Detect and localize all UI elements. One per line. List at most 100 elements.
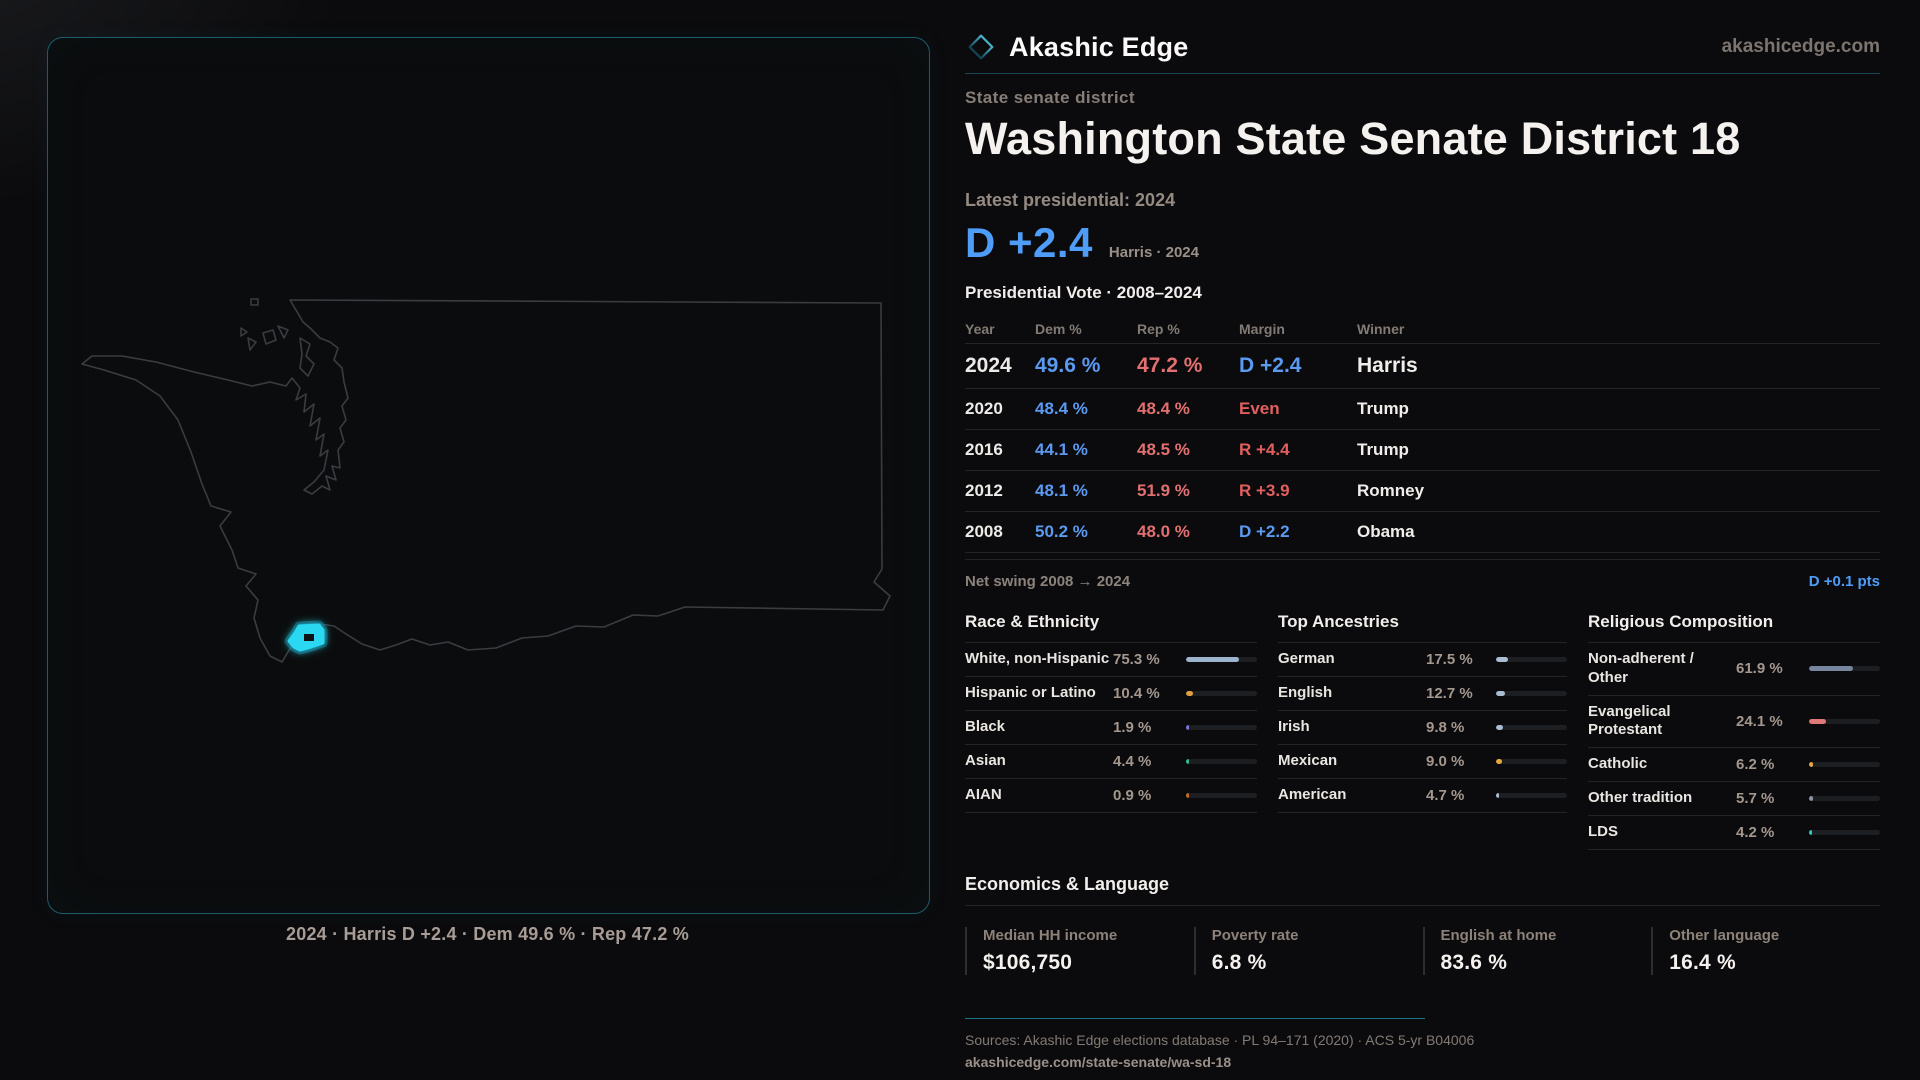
dem-cell: 50.2 % <box>1035 522 1088 542</box>
demo-value: 9.8 % <box>1426 719 1465 737</box>
stat-label: Poverty rate <box>1211 927 1299 945</box>
demo-label: American <box>1278 786 1347 804</box>
margin-cell: R +4.4 <box>1239 440 1290 460</box>
net-swing-label: Net swing 2008 → 2024 <box>965 573 1131 591</box>
demo-label: Irish <box>1278 718 1310 736</box>
demo-bar <box>1809 830 1880 836</box>
winner-cell: Obama <box>1357 522 1415 542</box>
state-outline <box>81 298 891 663</box>
demo-row: English 12.7 % <box>1278 677 1567 712</box>
demo-row: Mexican 9.0 % <box>1278 745 1567 780</box>
margin-cell: D +2.4 <box>1239 354 1302 378</box>
demo-bar <box>1186 725 1257 731</box>
map-caption: 2024 · Harris D +2.4 · Dem 49.6 % · Rep … <box>286 924 689 944</box>
demo-label: Asian <box>965 752 1006 770</box>
district-18-shape <box>284 620 328 655</box>
demo-row: Catholic 6.2 % <box>1588 748 1880 783</box>
stat-label: Other language <box>1669 927 1780 945</box>
margin-cell: R +3.9 <box>1239 481 1290 501</box>
stat-value: 16.4 % <box>1669 951 1736 975</box>
table-row: 2012 48.1 % 51.9 % R +3.9 Romney <box>965 471 1880 513</box>
sources-text: Sources: Akashic Edge elections database… <box>965 1032 1475 1049</box>
demo-label: Other tradition <box>1588 789 1693 807</box>
demo-value: 12.7 % <box>1426 685 1473 703</box>
demo-value: 17.5 % <box>1426 651 1473 669</box>
dem-cell: 48.1 % <box>1035 481 1088 501</box>
demo-bar <box>1809 796 1880 802</box>
demo-row: Asian 4.4 % <box>965 745 1257 780</box>
demo-value: 75.3 % <box>1113 651 1160 669</box>
stat-tile: English at home 83.6 % <box>1422 927 1652 976</box>
headline-margin-row: D +2.4 Harris · 2024 <box>965 219 1880 267</box>
stat-label: Median HH income <box>983 927 1118 945</box>
demo-row: American 4.7 % <box>1278 779 1567 814</box>
winner-cell: Harris <box>1357 354 1418 378</box>
footer-divider <box>965 1018 1425 1020</box>
demo-bar <box>1496 657 1567 663</box>
dem-cell: 49.6 % <box>1035 354 1101 378</box>
demographics-section: Race & Ethnicity White, non-Hispanic 75.3… <box>965 612 1880 851</box>
latest-presidential-label: Latest presidential: 2024 <box>965 190 1176 211</box>
header-divider <box>965 73 1880 74</box>
winner-cell: Trump <box>1357 399 1409 419</box>
demo-label: Hispanic or Latino <box>965 684 1096 702</box>
table-row: 2016 44.1 % 48.5 % R +4.4 Trump <box>965 430 1880 472</box>
section-title: Race & Ethnicity <box>965 612 1257 644</box>
demo-row: AIAN 0.9 % <box>965 779 1257 814</box>
demo-bar <box>1496 725 1567 731</box>
demo-bar <box>1809 762 1880 768</box>
winner-cell: Trump <box>1357 440 1409 460</box>
demo-label: Black <box>965 718 1006 736</box>
demo-label: English <box>1278 684 1333 702</box>
permalink-link[interactable]: akashicedge.com/state-senate/wa-sd-18 <box>965 1054 1232 1071</box>
page-title: Washington State Senate District 18 <box>965 113 1741 164</box>
demo-label: Catholic <box>1588 755 1648 773</box>
demo-value: 9.0 % <box>1426 753 1465 771</box>
brand-name: Akashic Edge <box>1009 31 1189 62</box>
dem-cell: 48.4 % <box>1035 399 1088 419</box>
table-row: 2024 49.6 % 47.2 % D +2.4 Harris <box>965 344 1880 390</box>
demo-row: German 17.5 % <box>1278 643 1567 678</box>
year-cell: 2020 <box>965 399 1003 419</box>
stat-label: English at home <box>1440 927 1557 945</box>
rep-cell: 48.0 % <box>1137 522 1190 542</box>
table-row: 2008 50.2 % 48.0 % D +2.2 Obama <box>965 512 1880 554</box>
demo-value: 1.9 % <box>1113 719 1152 737</box>
economics-divider <box>965 905 1880 907</box>
demo-label: Mexican <box>1278 752 1338 770</box>
economics-stats: Median HH income $106,750 Poverty rate 6… <box>965 927 1880 976</box>
demo-value: 4.2 % <box>1736 824 1775 842</box>
demo-row: Hispanic or Latino 10.4 % <box>965 677 1257 712</box>
brand-header: Akashic Edge akashicedge.com <box>965 30 1880 64</box>
headline-margin: D +2.4 <box>965 219 1093 267</box>
dem-cell: 44.1 % <box>1035 440 1088 460</box>
demo-bar <box>1496 793 1567 799</box>
demo-value: 6.2 % <box>1736 756 1775 774</box>
demo-value: 10.4 % <box>1113 685 1160 703</box>
vote-table-header: Year Dem % Rep % Margin Winner <box>965 315 1880 345</box>
year-cell: 2016 <box>965 440 1003 460</box>
diamond-logo-icon <box>968 34 994 60</box>
demo-bar <box>1186 759 1257 765</box>
demo-row: Irish 9.8 % <box>1278 711 1567 746</box>
demo-bar <box>1809 666 1880 672</box>
rep-cell: 47.2 % <box>1137 354 1203 378</box>
demo-bar <box>1186 657 1257 663</box>
brand-domain-link[interactable]: akashicedge.com <box>1721 36 1880 57</box>
col-rep: Rep % <box>1137 321 1180 338</box>
demo-value: 5.7 % <box>1736 790 1775 808</box>
rep-cell: 51.9 % <box>1137 481 1190 501</box>
net-swing-row: Net swing 2008 → 2024 D +0.1 pts <box>965 559 1880 590</box>
demo-bar <box>1809 718 1880 724</box>
stat-value: 6.8 % <box>1211 951 1267 975</box>
demo-row: Other tradition 5.7 % <box>1588 782 1880 817</box>
demo-bar <box>1186 691 1257 697</box>
demo-label: Evangelical Protestant <box>1588 702 1671 739</box>
winner-cell: Romney <box>1357 481 1425 501</box>
demo-row: LDS 4.2 % <box>1588 816 1880 851</box>
headline-note: Harris · 2024 <box>1108 244 1199 262</box>
race-ethnicity-column: Race & Ethnicity White, non-Hispanic 75.3… <box>965 612 1257 850</box>
washington-state-map <box>81 298 891 663</box>
demo-bar <box>1496 691 1567 697</box>
rep-cell: 48.5 % <box>1137 440 1190 460</box>
